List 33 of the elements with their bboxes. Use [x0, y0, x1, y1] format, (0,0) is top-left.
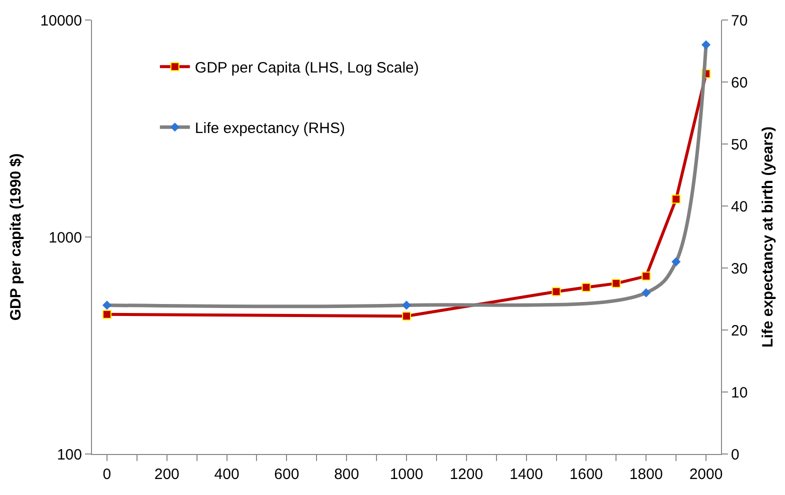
- point: [552, 287, 561, 296]
- y-tick-label: 10000: [40, 12, 82, 30]
- y2-tick-label: 40: [731, 198, 748, 216]
- legend-label: Life expectancy (RHS): [194, 120, 345, 137]
- y2-tick-label: 60: [731, 74, 748, 92]
- y2-tick-label: 10: [731, 384, 748, 402]
- point: [642, 272, 651, 281]
- point: [102, 310, 112, 319]
- x-tick-label: 0: [102, 466, 112, 483]
- point: [672, 194, 681, 204]
- y2-tick-label: 70: [731, 12, 748, 30]
- y-axis-title: GDP per capita (1990 $): [8, 153, 25, 321]
- x-tick-label: 1400: [510, 466, 543, 483]
- y2-tick-label: 0: [731, 446, 740, 464]
- x-tick-label: 400: [214, 466, 240, 483]
- legend-label: GDP per Capita (LHS, Log Scale): [194, 59, 419, 76]
- y-tick-label: 100: [56, 446, 82, 464]
- y2-tick-label: 20: [731, 322, 748, 340]
- point: [402, 312, 411, 321]
- y2-axis-title: Life expectancy at birth (years): [760, 126, 777, 348]
- x-tick-label: 1200: [450, 466, 484, 483]
- x-tick-label: 2000: [689, 466, 723, 483]
- x-tick-label: 1000: [390, 466, 424, 483]
- x-tick-label: 1600: [570, 466, 603, 483]
- x-tick-label: 600: [274, 466, 300, 483]
- x-tick-label: 800: [334, 466, 360, 483]
- y2-tick-label: 50: [731, 136, 748, 154]
- point: [612, 278, 621, 288]
- y-tick-label: 1000: [48, 229, 82, 246]
- x-tick-label: 1800: [629, 466, 663, 483]
- y2-tick-label: 30: [731, 260, 748, 278]
- x-tick-label: 200: [154, 466, 180, 483]
- point: [582, 282, 591, 292]
